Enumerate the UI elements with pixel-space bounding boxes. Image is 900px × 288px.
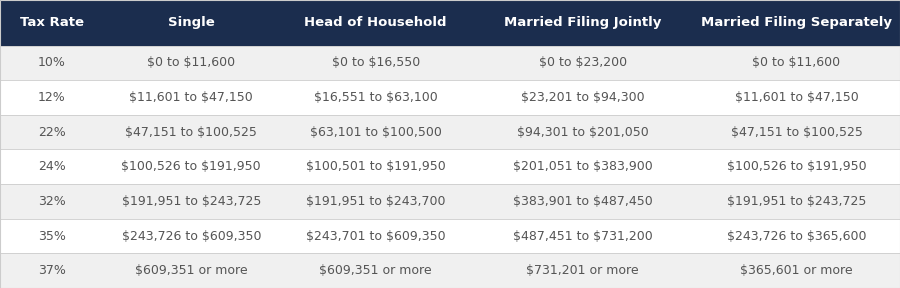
Text: \$94,301 to \$201,050: \$94,301 to \$201,050: [517, 126, 649, 139]
Text: \$47,151 to \$100,525: \$47,151 to \$100,525: [731, 126, 862, 139]
Text: Single: Single: [168, 16, 214, 29]
Bar: [0, 0, 900, 46]
Text: \$383,901 to \$487,450: \$383,901 to \$487,450: [513, 195, 652, 208]
Text: 10%: 10%: [38, 56, 66, 69]
Text: \$609,351 or more: \$609,351 or more: [320, 264, 432, 277]
Text: \$47,151 to \$100,525: \$47,151 to \$100,525: [125, 126, 257, 139]
Text: Married Filing Jointly: Married Filing Jointly: [504, 16, 662, 29]
Text: \$16,551 to \$63,100: \$16,551 to \$63,100: [314, 91, 437, 104]
Text: \$0 to \$16,550: \$0 to \$16,550: [331, 56, 420, 69]
Text: Married Filing Separately: Married Filing Separately: [701, 16, 892, 29]
Text: \$100,526 to \$191,950: \$100,526 to \$191,950: [122, 160, 261, 173]
Text: 22%: 22%: [38, 126, 66, 139]
Text: \$63,101 to \$100,500: \$63,101 to \$100,500: [310, 126, 442, 139]
Text: \$0 to \$11,600: \$0 to \$11,600: [148, 56, 235, 69]
Text: \$191,951 to \$243,700: \$191,951 to \$243,700: [306, 195, 446, 208]
Text: 24%: 24%: [38, 160, 66, 173]
Text: \$191,951 to \$243,725: \$191,951 to \$243,725: [122, 195, 261, 208]
Text: \$487,451 to \$731,200: \$487,451 to \$731,200: [513, 230, 652, 242]
Text: Tax Rate: Tax Rate: [20, 16, 84, 29]
Bar: [0, 46, 900, 80]
Bar: [0, 253, 900, 288]
Text: \$609,351 or more: \$609,351 or more: [135, 264, 248, 277]
Text: \$191,951 to \$243,725: \$191,951 to \$243,725: [727, 195, 866, 208]
Text: \$23,201 to \$94,300: \$23,201 to \$94,300: [521, 91, 644, 104]
Text: \$201,051 to \$383,900: \$201,051 to \$383,900: [513, 160, 652, 173]
Text: 12%: 12%: [38, 91, 66, 104]
Text: \$100,501 to \$191,950: \$100,501 to \$191,950: [306, 160, 446, 173]
Bar: [0, 219, 900, 253]
Bar: [0, 149, 900, 184]
Text: \$243,701 to \$609,350: \$243,701 to \$609,350: [306, 230, 446, 242]
Bar: [0, 115, 900, 149]
Text: \$0 to \$11,600: \$0 to \$11,600: [752, 56, 841, 69]
Bar: [0, 184, 900, 219]
Text: \$0 to \$23,200: \$0 to \$23,200: [539, 56, 626, 69]
Text: \$100,526 to \$191,950: \$100,526 to \$191,950: [726, 160, 867, 173]
Text: 37%: 37%: [38, 264, 66, 277]
Text: \$243,726 to \$609,350: \$243,726 to \$609,350: [122, 230, 261, 242]
Text: \$365,601 or more: \$365,601 or more: [740, 264, 853, 277]
Text: 32%: 32%: [38, 195, 66, 208]
Text: \$243,726 to \$365,600: \$243,726 to \$365,600: [727, 230, 866, 242]
Text: \$11,601 to \$47,150: \$11,601 to \$47,150: [734, 91, 859, 104]
Text: Head of Household: Head of Household: [304, 16, 447, 29]
Text: \$731,201 or more: \$731,201 or more: [526, 264, 639, 277]
Bar: [0, 80, 900, 115]
Text: 35%: 35%: [38, 230, 66, 242]
Text: \$11,601 to \$47,150: \$11,601 to \$47,150: [130, 91, 253, 104]
